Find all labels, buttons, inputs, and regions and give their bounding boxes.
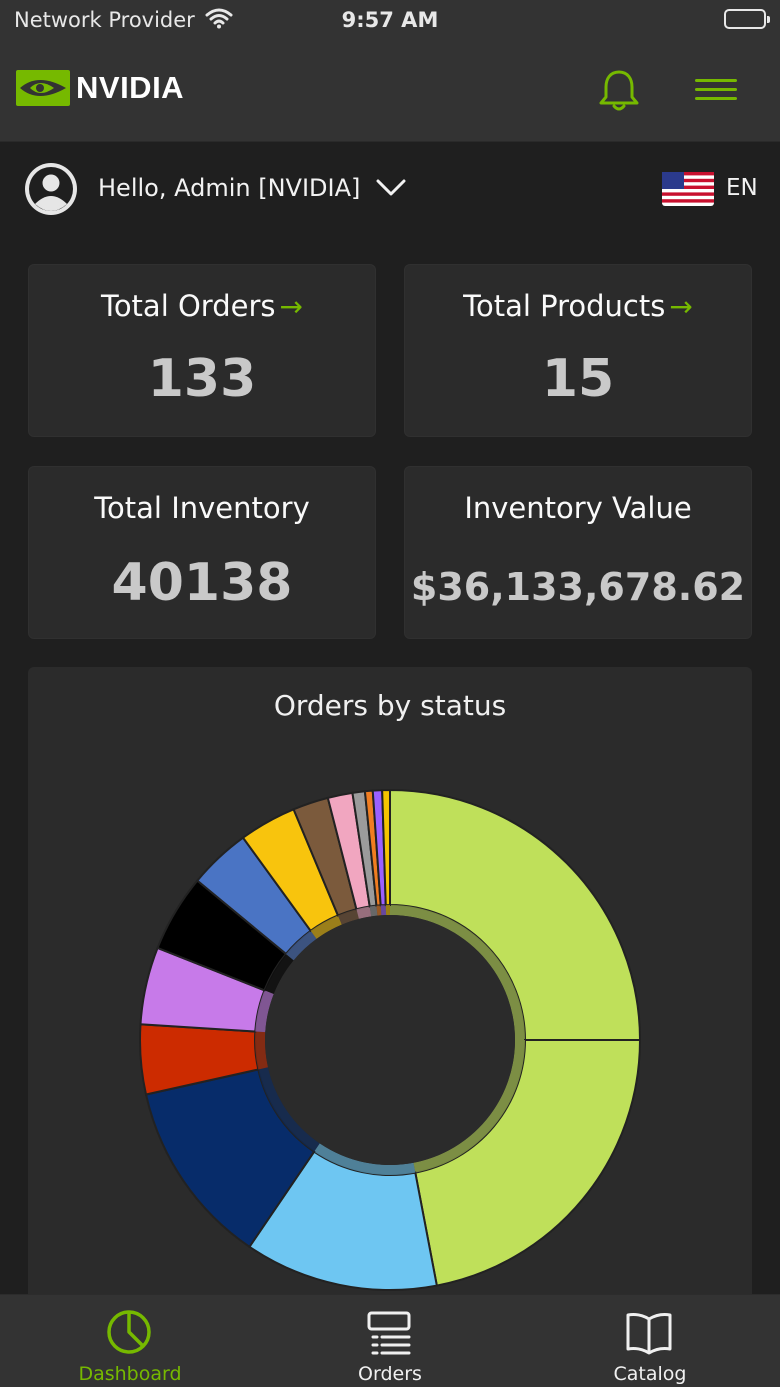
pie-slice-ring-15 bbox=[385, 905, 390, 916]
network-provider: Network Provider bbox=[14, 8, 195, 32]
pie-chart-icon bbox=[104, 1307, 154, 1361]
total-inventory-card: Total Inventory 40138 bbox=[28, 466, 376, 639]
tab-bar: Dashboard Orders Catalog bbox=[0, 1294, 780, 1387]
total-products-value: 15 bbox=[541, 349, 615, 409]
inventory-value-title: Inventory Value bbox=[464, 491, 692, 525]
pie-slice-ring-14 bbox=[380, 905, 387, 916]
wifi-icon bbox=[205, 7, 233, 33]
tab-label: Catalog bbox=[613, 1363, 687, 1385]
pie-slice-ring-9 bbox=[310, 915, 342, 939]
clock: 9:57 AM bbox=[341, 8, 439, 32]
pie-slice-ring-11 bbox=[356, 906, 372, 919]
inventory-value-card: Inventory Value $36,133,678.62 bbox=[404, 466, 752, 639]
nvidia-logo[interactable]: NVIDIA bbox=[16, 70, 184, 106]
pie-slice-ring-5 bbox=[255, 1031, 269, 1070]
pie-slice-ring-7 bbox=[264, 953, 294, 994]
tab-catalog[interactable]: Catalog bbox=[520, 1295, 780, 1387]
chevron-down-icon[interactable] bbox=[376, 178, 406, 202]
pie-slice-ring-2 bbox=[413, 1040, 525, 1173]
avatar-icon[interactable] bbox=[22, 160, 80, 222]
pie-slice-ring-13 bbox=[376, 905, 382, 916]
pie-slice-ring-10 bbox=[337, 909, 359, 925]
battery-icon bbox=[724, 9, 770, 29]
tab-label: Dashboard bbox=[78, 1363, 182, 1385]
brand-name: NVIDIA bbox=[76, 70, 185, 105]
total-orders-value: 133 bbox=[147, 349, 257, 409]
bell-icon[interactable] bbox=[597, 68, 641, 118]
total-inventory-value: 40138 bbox=[111, 553, 293, 613]
total-products-title: Total Products bbox=[463, 289, 666, 323]
arrow-right-icon[interactable]: → bbox=[279, 290, 303, 323]
pie-slice-ring-8 bbox=[285, 930, 317, 961]
pie-slice-ring-12 bbox=[369, 905, 378, 917]
total-orders-title: Total Orders bbox=[101, 289, 276, 323]
orders-by-status-card: Orders by status bbox=[28, 667, 752, 1307]
pie-slice-ring-6 bbox=[255, 990, 274, 1033]
app-header: NVIDIA bbox=[0, 42, 780, 142]
language-code[interactable]: EN bbox=[726, 175, 758, 201]
greeting[interactable]: Hello, Admin [NVIDIA] bbox=[98, 174, 361, 202]
orders-by-status-donut bbox=[139, 788, 642, 1291]
user-row: Hello, Admin [NVIDIA] EN bbox=[0, 142, 780, 242]
donut-hole bbox=[265, 915, 515, 1165]
inventory-value-amount: $36,133,678.62 bbox=[410, 565, 746, 609]
tab-dashboard[interactable]: Dashboard bbox=[0, 1295, 260, 1387]
chart-title: Orders by status bbox=[273, 689, 507, 722]
pie-slice-ring-1 bbox=[390, 905, 525, 1040]
pie-slice-ring-4 bbox=[258, 1067, 320, 1152]
book-icon bbox=[624, 1307, 674, 1361]
total-products-card[interactable]: Total Products → 15 bbox=[404, 264, 752, 437]
us-flag-icon[interactable] bbox=[662, 172, 714, 210]
tab-orders[interactable]: Orders bbox=[260, 1295, 520, 1387]
pie-slice-ring-3 bbox=[314, 1143, 416, 1175]
list-icon bbox=[364, 1307, 414, 1361]
nvidia-eye-icon bbox=[16, 70, 70, 106]
arrow-right-icon[interactable]: → bbox=[669, 290, 693, 323]
tab-label: Orders bbox=[358, 1363, 422, 1385]
total-inventory-title: Total Inventory bbox=[94, 491, 310, 525]
hamburger-menu-icon[interactable] bbox=[695, 77, 739, 103]
total-orders-card[interactable]: Total Orders → 133 bbox=[28, 264, 376, 437]
status-bar: Network Provider 9:57 AM bbox=[0, 0, 780, 42]
